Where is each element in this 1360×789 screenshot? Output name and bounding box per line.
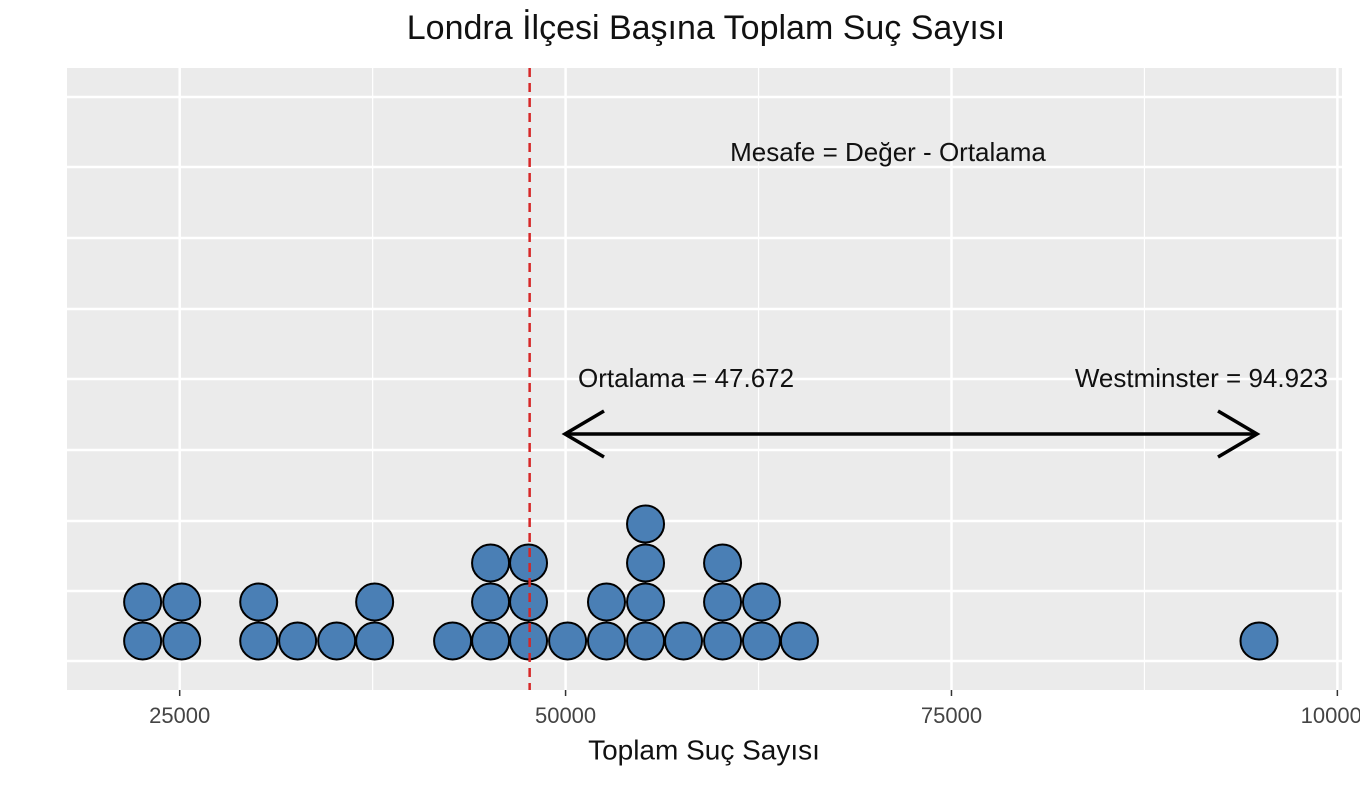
dot <box>664 621 704 661</box>
x-axis-label: Toplam Suç Sayısı <box>588 734 820 765</box>
dot <box>123 621 163 661</box>
dot <box>626 543 666 583</box>
dot <box>239 582 279 622</box>
chart-title: Londra İlçesi Başına Toplam Suç Sayısı <box>407 9 1005 47</box>
dot <box>162 621 202 661</box>
x-tick-label: 50000 <box>535 703 596 728</box>
dot <box>355 582 395 622</box>
dot <box>278 621 318 661</box>
dot <box>355 621 395 661</box>
x-tick-label: 100000 <box>1301 703 1360 728</box>
dot <box>317 621 357 661</box>
dot <box>586 621 626 661</box>
dot <box>741 621 781 661</box>
dot <box>471 621 511 661</box>
x-tick-label: 75000 <box>921 703 982 728</box>
dot <box>703 582 743 622</box>
dot <box>741 582 781 622</box>
dot <box>1239 621 1279 661</box>
dot <box>779 621 819 661</box>
dot <box>586 582 626 622</box>
dot <box>239 621 279 661</box>
dot <box>626 621 666 661</box>
horizontal-grid <box>67 95 1342 663</box>
dot <box>433 621 473 661</box>
annotation: Mesafe = Değer - Ortalama <box>730 137 1046 167</box>
dot <box>471 582 511 622</box>
annotation: Ortalama = 47.672 <box>578 363 794 393</box>
dot <box>703 543 743 583</box>
x-tick-label: 25000 <box>149 703 210 728</box>
dot <box>162 582 202 622</box>
distance-arrow <box>561 409 1261 459</box>
dot <box>703 621 743 661</box>
marks <box>123 68 1279 690</box>
dot <box>123 582 163 622</box>
dot <box>548 621 588 661</box>
dot <box>471 543 511 583</box>
dot <box>626 582 666 622</box>
dot <box>626 504 666 544</box>
annotation: Westminster = 94.923 <box>1075 363 1328 393</box>
